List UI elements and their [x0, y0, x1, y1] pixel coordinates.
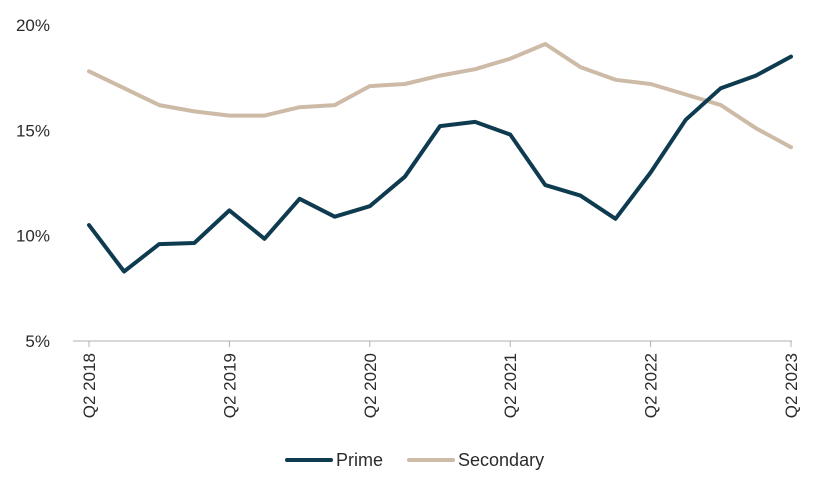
x-tick-label: Q2 2019 [220, 353, 239, 418]
x-tick-label: Q2 2021 [501, 353, 520, 418]
y-axis-ticks: 20% 15% 10% 5% [16, 16, 50, 351]
series-line-secondary [87, 42, 793, 150]
y-tick-label: 15% [16, 121, 50, 140]
series-line-prime [87, 54, 793, 274]
legend-label-secondary: Secondary [458, 450, 544, 470]
y-tick-label: 10% [16, 227, 50, 246]
legend: Prime Secondary [285, 450, 544, 470]
x-tick-label: Q2 2022 [642, 353, 661, 418]
y-tick-label: 20% [16, 16, 50, 35]
x-axis-ticks: Q2 2018 Q2 2019 Q2 2020 Q2 2021 Q2 2022 Q2 20… [80, 341, 801, 418]
series-lines [87, 42, 793, 274]
x-tick-label: Q2 2023 [782, 353, 801, 418]
x-tick-label: Q2 2018 [80, 353, 99, 418]
legend-label-prime: Prime [336, 450, 383, 470]
x-tick-label: Q2 2020 [361, 353, 380, 418]
y-tick-label: 5% [25, 332, 50, 351]
